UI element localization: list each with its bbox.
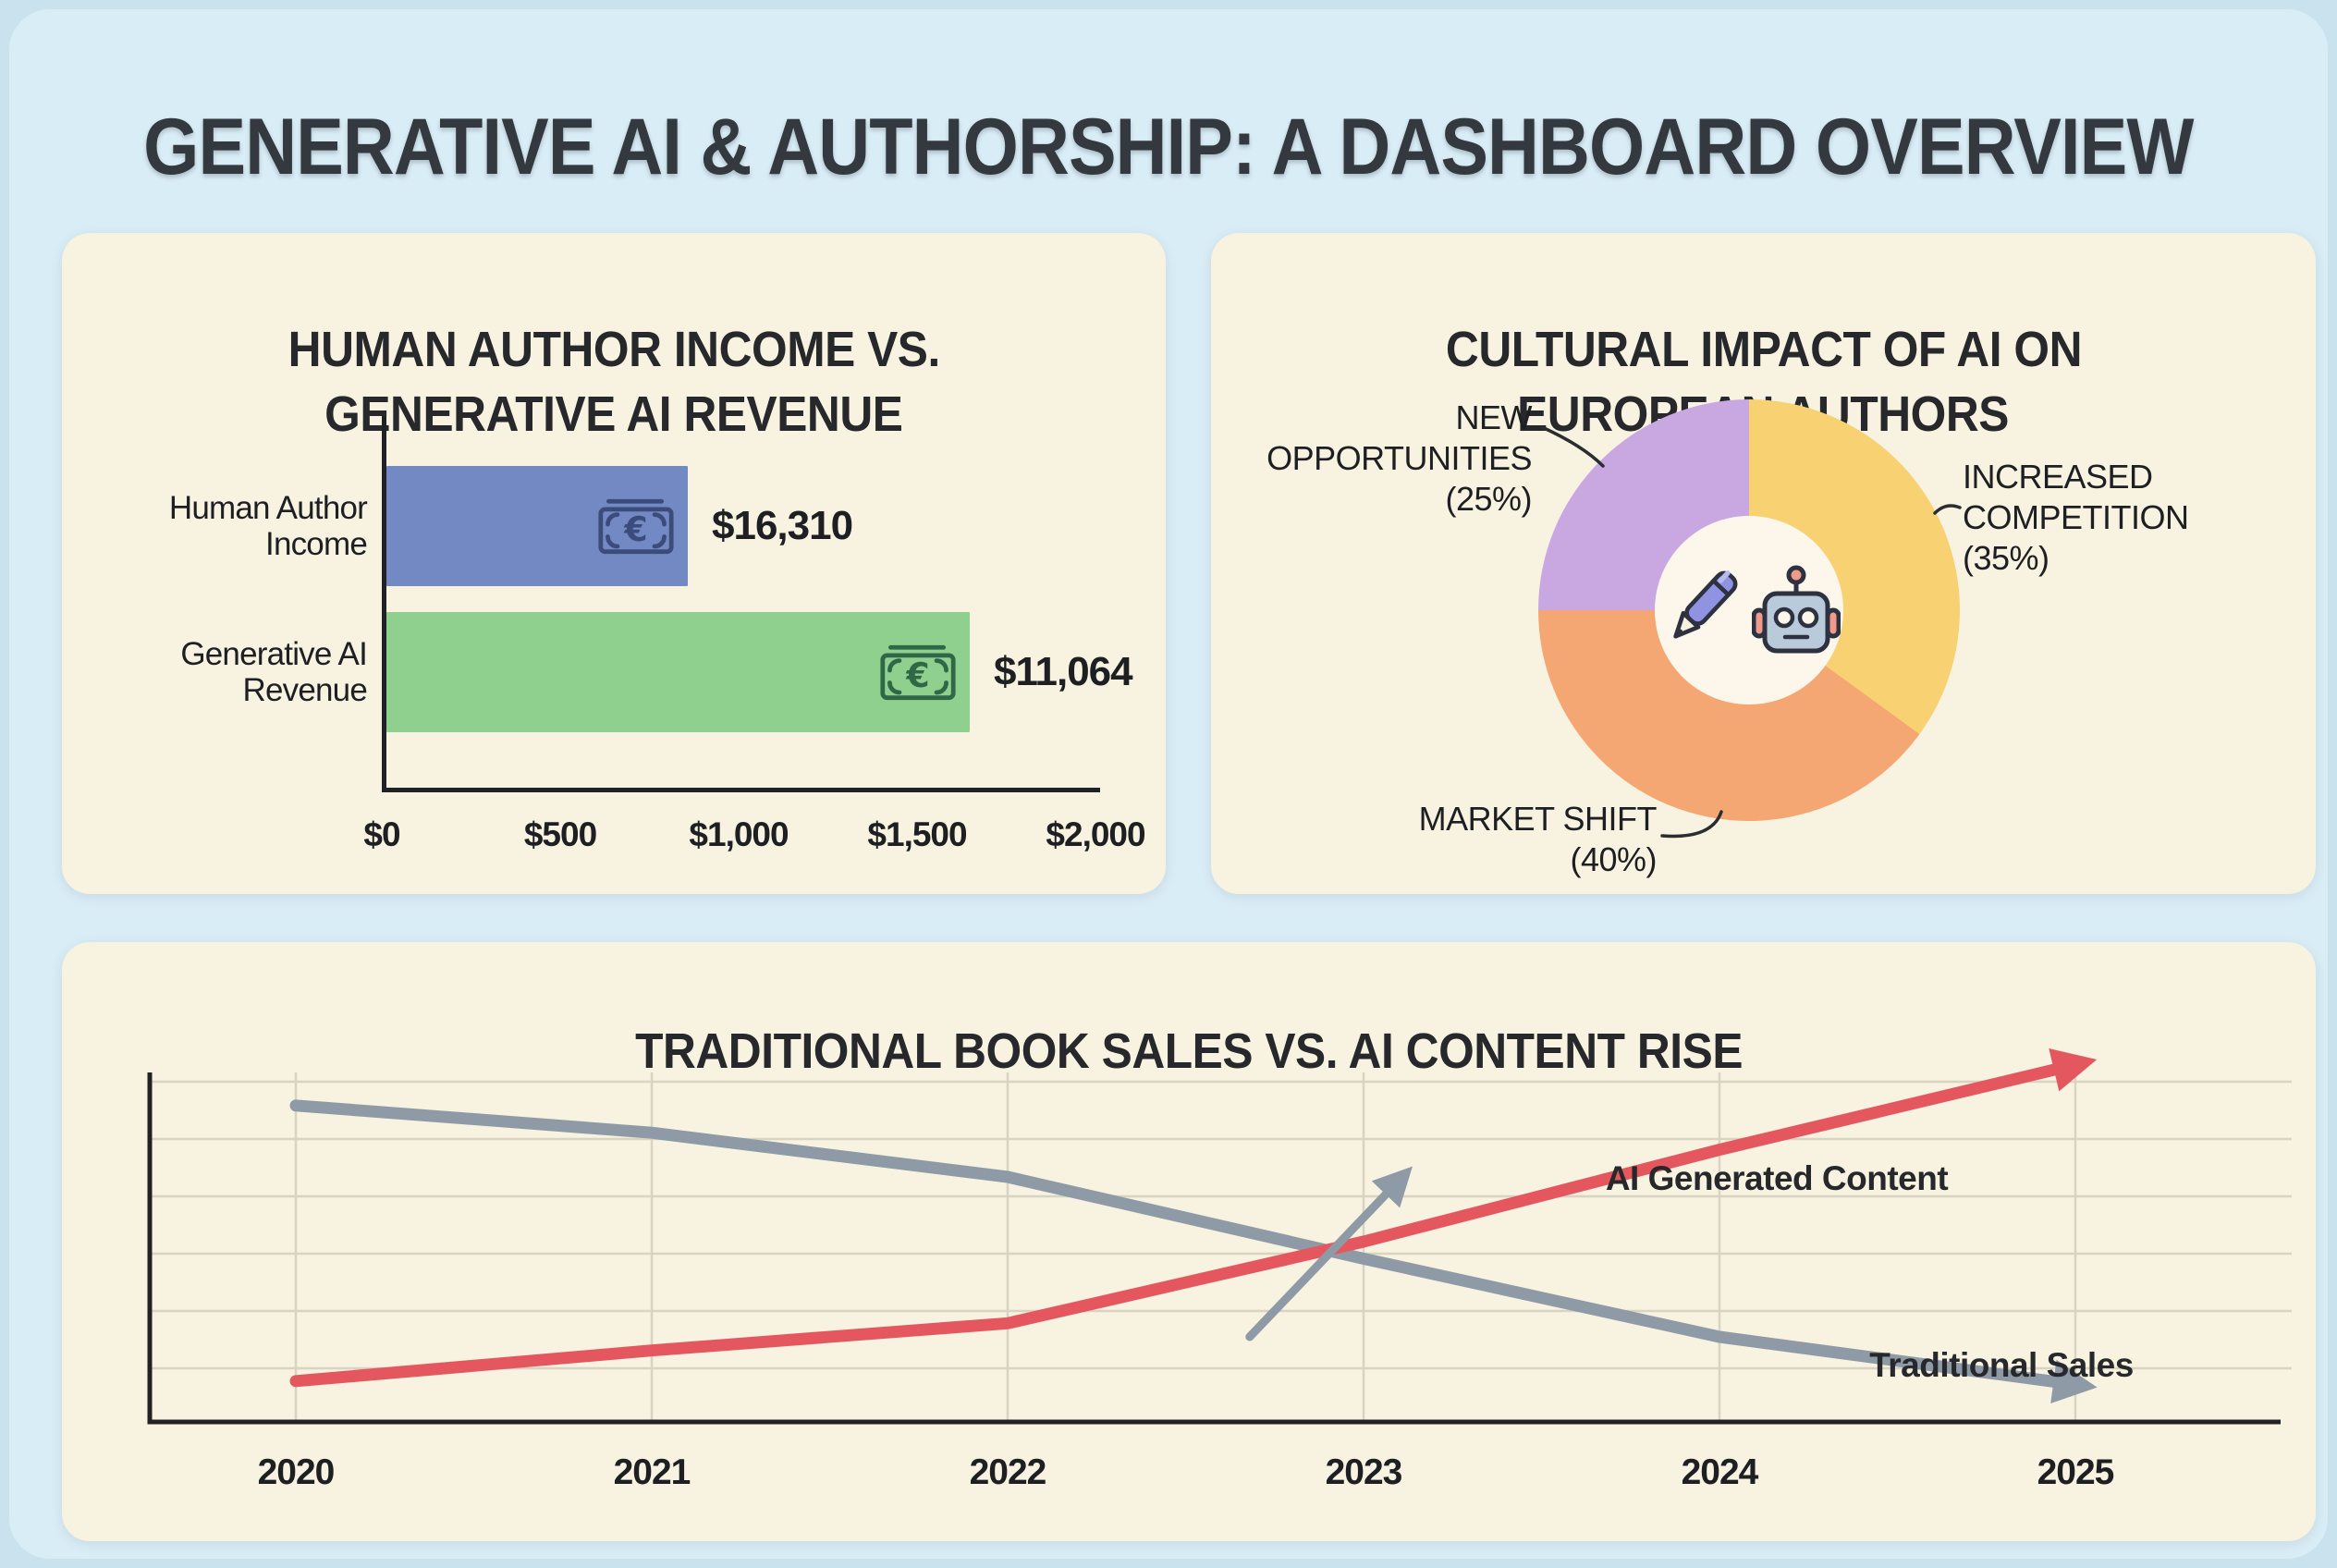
callout-line: INCREASED [1963, 458, 2153, 496]
panel-impact-chart: CULTURAL IMPACT OF AI ON EUROPEAN AUTHOR… [1211, 233, 2316, 894]
euro-banknote-icon: € [880, 644, 956, 701]
bar-generative-ai-revenue: € [386, 612, 970, 732]
callout-new-opportunities: NEW OPPORTUNITIES (25%) [1266, 398, 1532, 520]
bar-value-label: $16,310 [712, 503, 853, 548]
callout-line: (25%) [1445, 479, 1532, 518]
callout-line: (40%) [1570, 839, 1657, 878]
svg-text:€: € [623, 509, 647, 549]
x-axis-year-label: 2023 [1325, 1452, 1403, 1492]
impact-title-line-1: CULTURAL IMPACT OF AI ON [1445, 321, 2082, 377]
bar-category-label: Human Author Income [168, 489, 368, 562]
x-tick-label: $1,500 [867, 815, 967, 853]
x-tick-label: $1,000 [689, 815, 789, 853]
line-chart [147, 1047, 2292, 1425]
callout-line: OPPORTUNITIES [1266, 438, 1532, 477]
x-tick-label: $2,000 [1046, 815, 1145, 853]
x-axis-year-label: 2022 [969, 1452, 1047, 1492]
panel-income-chart: HUMAN AUTHOR INCOME VS. GENERATIVE AI RE… [62, 233, 1166, 894]
pen-icon [1673, 570, 1738, 639]
bar-value-label: $11,064 [994, 649, 1133, 694]
trend-title-text: TRADITIONAL BOOK SALES VS. AI CONTENT RI… [635, 1023, 1743, 1079]
x-axis-year-label: 2020 [257, 1452, 336, 1492]
x-axis-year-label: 2021 [613, 1452, 691, 1492]
chart-axes [147, 1072, 2281, 1425]
series-label-ai-generated-content: AI Generated Content [1605, 1159, 1949, 1197]
bar-row: € $11,064 [386, 612, 1133, 732]
bar-chart-axis [382, 416, 1100, 792]
income-title-line-1: HUMAN AUTHOR INCOME VS. [288, 321, 940, 377]
euro-banknote-icon: € [598, 498, 674, 555]
callout-line: MARKET SHIFT [1418, 800, 1658, 838]
trend-chart-title: TRADITIONAL BOOK SALES VS. AI CONTENT RI… [62, 1019, 2316, 1084]
donut-center [1655, 516, 1843, 704]
series-line-ai-generated-content [289, 1047, 2098, 1388]
x-axis-year-label: 2025 [2037, 1452, 2115, 1492]
donut-chart [1538, 399, 1960, 821]
callout-line: NEW [1455, 398, 1533, 436]
x-axis-year-label: 2024 [1681, 1452, 1759, 1492]
dashboard-frame: GENERATIVE AI & AUTHORSHIP: A DASHBOARD … [9, 9, 2328, 1559]
income-chart-title: HUMAN AUTHOR INCOME VS. GENERATIVE AI RE… [62, 317, 1166, 447]
x-tick-label: $500 [523, 815, 597, 853]
callout-line: (35%) [1963, 538, 2049, 577]
panel-trend-chart: TRADITIONAL BOOK SALES VS. AI CONTENT RI… [62, 942, 2316, 1541]
x-tick-label: $0 [363, 815, 400, 853]
svg-text:€: € [905, 655, 929, 695]
callout-increased-competition: INCREASED COMPETITION (35%) [1963, 457, 2189, 579]
series-line-traditional-sales [289, 1099, 2098, 1403]
page-title: GENERATIVE AI & AUTHORSHIP: A DASHBOARD … [9, 102, 2328, 193]
page-title-text: GENERATIVE AI & AUTHORSHIP: A DASHBOARD … [143, 102, 2194, 191]
leader-line-increased-competition [1933, 504, 1962, 515]
series-label-traditional-sales: Traditional Sales [1869, 1346, 2134, 1384]
bar-category-label: Generative AI Revenue [180, 635, 367, 708]
income-title-line-2: GENERATIVE AI REVENUE [324, 386, 903, 442]
callout-line: COMPETITION [1963, 497, 2189, 536]
callout-market-shift: MARKET SHIFT (40%) [1331, 799, 1658, 880]
crossover-annotation-arrow [1245, 1166, 1413, 1341]
robot-icon [1752, 565, 1841, 654]
bar-human-author-income: € [386, 466, 688, 586]
bar-row: € $16,310 [386, 466, 853, 586]
